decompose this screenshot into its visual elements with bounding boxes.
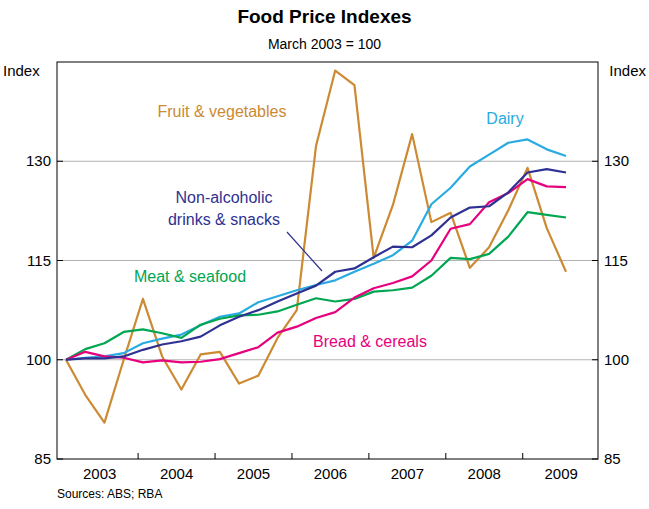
y-tick-label: 130 [604, 152, 629, 169]
x-tick-mark [445, 453, 446, 459]
x-tick-label: 2007 [391, 465, 424, 482]
y-tick-label: 130 [26, 152, 51, 169]
x-tick-mark [215, 453, 216, 459]
x-tick-label: 2009 [545, 465, 578, 482]
x-tick-mark [291, 453, 292, 459]
series-label: Bread & cereals [313, 333, 427, 350]
series-group [66, 71, 566, 423]
x-tick-mark [368, 453, 369, 459]
x-tick-mark [522, 453, 523, 459]
series-label: Non-alcoholic drinks & snacks [168, 189, 280, 228]
series-label: Fruit & vegetables [158, 103, 287, 120]
series-line [66, 179, 566, 362]
title: Food Price Indexes [237, 6, 411, 27]
y-tick-label: 85 [34, 450, 51, 467]
x-tick-label: 2005 [237, 465, 270, 482]
y-tick-label: 115 [27, 252, 51, 269]
grid-line [57, 161, 598, 162]
plot-frame [57, 62, 598, 459]
grid-line [57, 260, 598, 261]
y-tick-mark [57, 260, 63, 261]
chart: Food Price Indexes March 2003 = 100 Index I… [0, 0, 649, 509]
grid-line [57, 359, 598, 360]
y-tick-mark [57, 359, 63, 360]
y-tick-mark [592, 359, 598, 360]
series-label: Meat & seafood [134, 268, 246, 285]
x-tick-label: 2003 [83, 465, 116, 482]
label-pointer [287, 232, 322, 271]
x-tick-label: 2004 [160, 465, 193, 482]
x-tick-label: 2006 [314, 465, 347, 482]
series-label-line: drinks & snacks [168, 211, 280, 228]
y-axis-label: Index [3, 62, 40, 79]
y-tick-mark [57, 161, 63, 162]
series-label-line: Non-alcoholic [176, 189, 273, 206]
series-line [66, 71, 566, 423]
y-tick-label: 115 [604, 252, 628, 269]
series-line [66, 169, 566, 360]
x-tick-mark [138, 453, 139, 459]
x-tick-label: 2008 [468, 465, 501, 482]
y-tick-mark [592, 161, 598, 162]
y-tick-label: 100 [604, 351, 629, 368]
subtitle: March 2003 = 100 [268, 36, 381, 52]
y-axis-label: Index [609, 62, 646, 79]
series-label: Dairy [486, 110, 523, 127]
series-line [66, 139, 566, 359]
source-note: Sources: ABS; RBA [57, 487, 162, 501]
y-tick-mark [592, 260, 598, 261]
y-tick-label: 100 [26, 351, 51, 368]
y-tick-label: 85 [604, 450, 621, 467]
